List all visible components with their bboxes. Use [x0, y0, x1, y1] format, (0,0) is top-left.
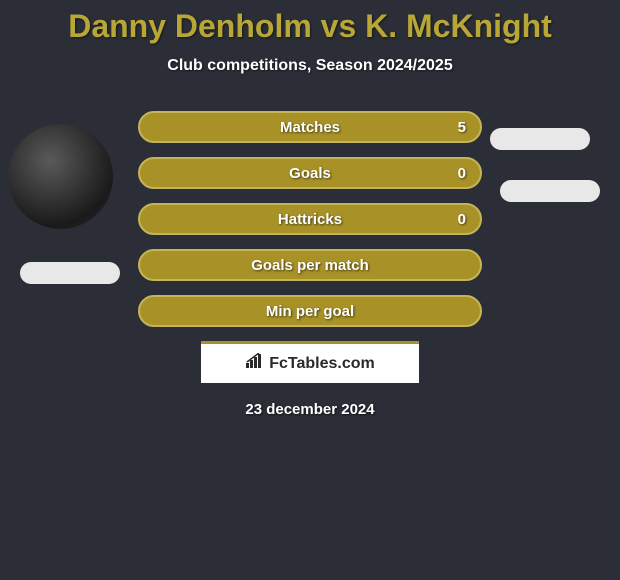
stat-bar-label: Matches: [280, 119, 340, 136]
player-avatar-left: [8, 124, 113, 229]
stat-bar-value: 0: [458, 165, 466, 182]
stat-bar-label: Min per goal: [266, 303, 354, 320]
stat-bar: Goals 0: [138, 157, 482, 189]
player-name-pill-left: [20, 262, 120, 284]
stat-bar-value: 5: [458, 119, 466, 136]
logo-box: FcTables.com: [201, 341, 419, 383]
player-name-pill-right-1: [490, 128, 590, 150]
chart-icon: [245, 353, 265, 374]
stats-bars: Matches 5 Goals 0 Hattricks 0 Goals per …: [138, 111, 482, 327]
player-name-pill-right-2: [500, 180, 600, 202]
stat-bar: Goals per match: [138, 249, 482, 281]
logo-text: FcTables.com: [269, 355, 375, 373]
page-subtitle: Club competitions, Season 2024/2025: [0, 57, 620, 75]
stat-bar-value: 0: [458, 211, 466, 228]
stat-bar-label: Goals per match: [251, 257, 369, 274]
stat-bar: Hattricks 0: [138, 203, 482, 235]
stat-bar: Min per goal: [138, 295, 482, 327]
page-title: Danny Denholm vs K. McKnight: [0, 0, 620, 45]
stat-bar: Matches 5: [138, 111, 482, 143]
stat-bar-label: Goals: [289, 165, 331, 182]
stat-bar-label: Hattricks: [278, 211, 342, 228]
date-text: 23 december 2024: [0, 401, 620, 418]
